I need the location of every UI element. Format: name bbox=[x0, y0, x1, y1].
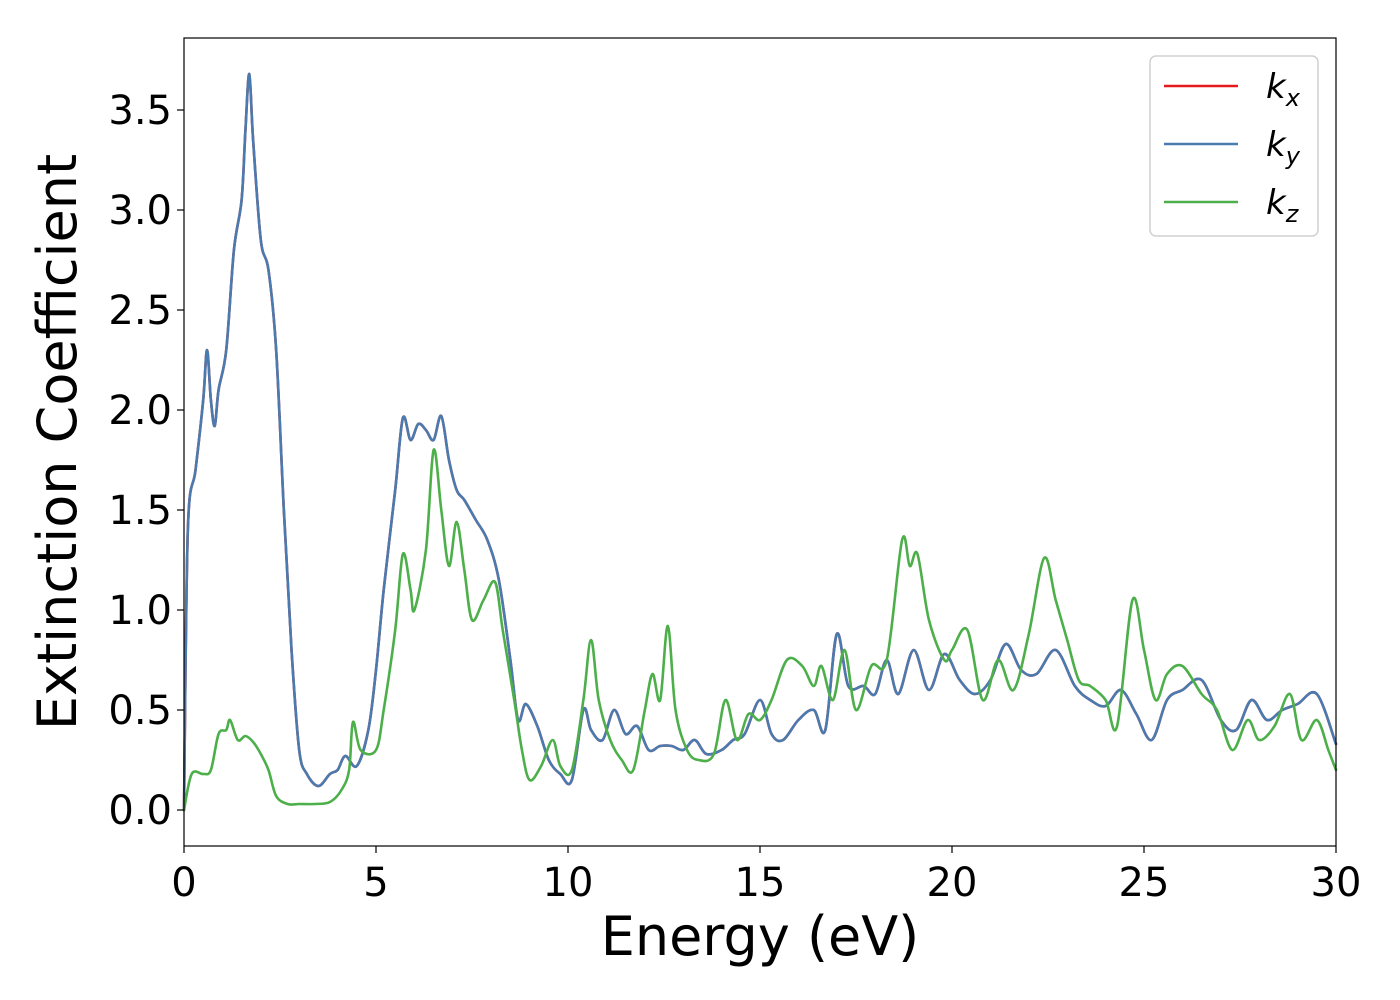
legend-box bbox=[1149, 55, 1319, 237]
y-tick-label: 0.0 bbox=[108, 788, 172, 834]
x-tick-label: 5 bbox=[363, 860, 388, 906]
y-axis: 0.0 0.5 1.0 1.5 2.0 2.5 3.0 3.5 bbox=[108, 88, 184, 834]
x-tick-label: 10 bbox=[543, 860, 594, 906]
x-tick-label: 15 bbox=[735, 860, 786, 906]
series-layer bbox=[182, 72, 1338, 812]
y-tick-label: 1.5 bbox=[108, 488, 172, 534]
y-tick-label: 3.0 bbox=[108, 188, 172, 234]
plot-area bbox=[184, 38, 1336, 846]
y-tick-label: 0.5 bbox=[108, 688, 172, 734]
x-axis-title: Energy (eV) bbox=[601, 905, 920, 968]
y-axis-title: Extinction Coefficient bbox=[26, 154, 89, 730]
x-tick-label: 0 bbox=[171, 860, 196, 906]
series-line-kz bbox=[182, 448, 1338, 812]
x-tick-label: 25 bbox=[1119, 860, 1170, 906]
y-tick-label: 2.5 bbox=[108, 288, 172, 334]
x-axis: 0 5 10 15 20 25 30 bbox=[171, 846, 1361, 906]
legend-label-ky: ky bbox=[1266, 125, 1301, 170]
y-tick-label: 2.0 bbox=[108, 388, 172, 434]
x-tick-label: 30 bbox=[1311, 860, 1362, 906]
legend-label-kz: kz bbox=[1266, 183, 1300, 228]
series-line-ky bbox=[182, 72, 1338, 812]
x-tick-label: 20 bbox=[927, 860, 978, 906]
legend-label-kx: kx bbox=[1266, 67, 1301, 112]
legend: kx ky kz bbox=[1149, 55, 1319, 237]
y-tick-label: 3.5 bbox=[108, 88, 172, 134]
y-tick-label: 1.0 bbox=[108, 588, 172, 634]
